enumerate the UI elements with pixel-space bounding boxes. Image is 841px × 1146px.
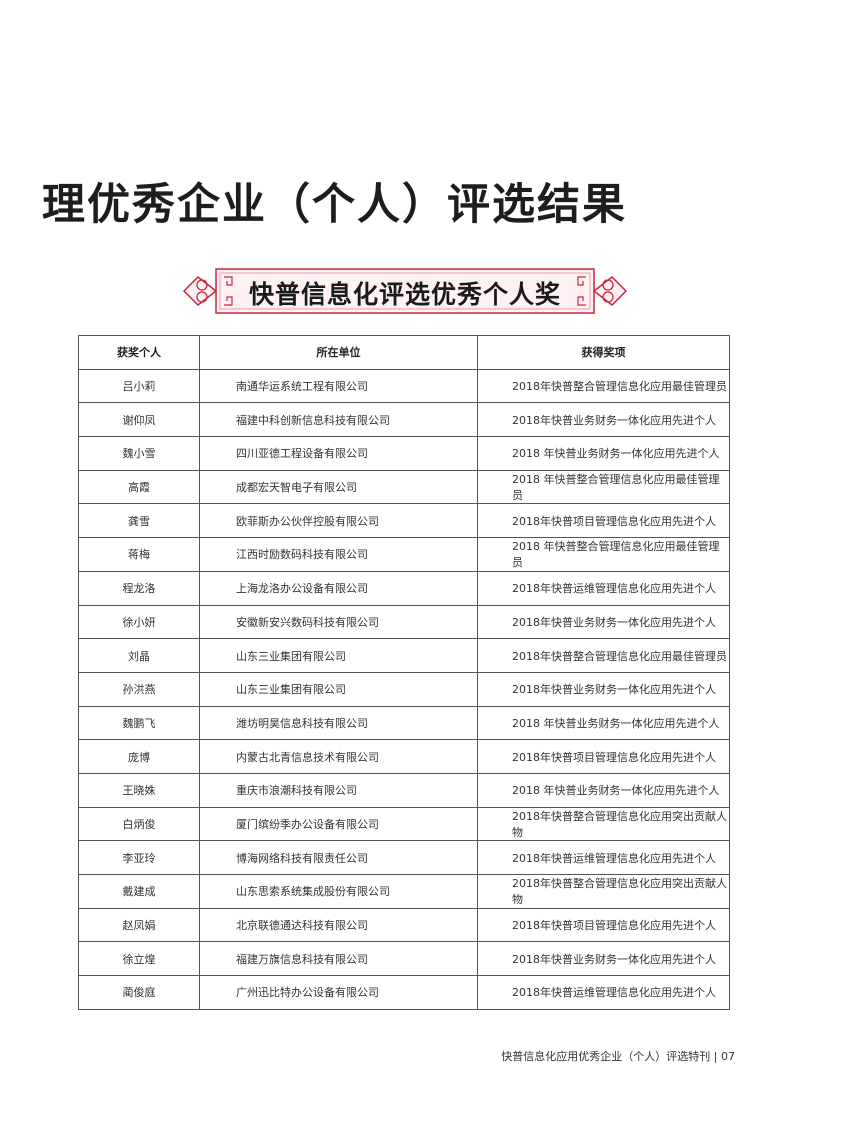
section-banner: 快普信息化评选优秀个人奖 <box>180 265 630 317</box>
winner-cell: 高霞 <box>78 469 200 505</box>
winner-cell: 徐小妍 <box>78 604 200 640</box>
winner-cell: 刘晶 <box>78 638 200 673</box>
award-cell: 2018 年快普业务财务一体化应用先进个人 <box>477 772 730 808</box>
winner-cell: 魏鹏飞 <box>78 705 200 741</box>
winner-cell: 李亚玲 <box>78 840 200 875</box>
table-row: 王晓姝 重庆市浪潮科技有限公司 2018 年快普业务财务一体化应用先进个人 <box>78 772 730 808</box>
company-cell: 广州迅比特办公设备有限公司 <box>199 975 478 1010</box>
award-cell: 2018 年快普业务财务一体化应用先进个人 <box>477 436 730 471</box>
table-row: 程龙洛 上海龙洛办公设备有限公司 2018年快普运维管理信息化应用先进个人 <box>78 570 730 606</box>
award-cell: 2018年快普业务财务一体化应用先进个人 <box>477 671 730 707</box>
winner-cell: 戴建成 <box>78 874 200 909</box>
award-cell: 2018年快普业务财务一体化应用先进个人 <box>477 941 730 977</box>
company-cell: 成都宏天智电子有限公司 <box>199 469 478 505</box>
table-row: 李亚玲 博海网络科技有限责任公司 2018年快普运维管理信息化应用先进个人 <box>78 840 730 875</box>
winner-cell: 龚雪 <box>78 503 200 539</box>
table-row: 白炳俊 厦门缤纷季办公设备有限公司 2018年快普整合管理信息化应用突出贡献人物 <box>78 806 730 842</box>
award-cell: 2018年快普项目管理信息化应用先进个人 <box>477 907 730 943</box>
table-row: 吕小莉 南通华运系统工程有限公司 2018年快普整合管理信息化应用最佳管理员 <box>78 368 730 404</box>
table-row: 魏鹏飞 潍坊明昊信息科技有限公司 2018 年快普业务财务一体化应用先进个人 <box>78 705 730 741</box>
winner-cell: 王晓姝 <box>78 772 200 808</box>
company-cell: 江西时励数码科技有限公司 <box>199 537 478 572</box>
table-row: 庞博 内蒙古北青信息技术有限公司 2018年快普项目管理信息化应用先进个人 <box>78 739 730 774</box>
table-row: 刘晶 山东三业集团有限公司 2018年快普整合管理信息化应用最佳管理员 <box>78 638 730 673</box>
award-cell: 2018年快普整合管理信息化应用最佳管理员 <box>477 368 730 404</box>
company-cell: 山东三业集团有限公司 <box>199 638 478 673</box>
winner-cell: 徐立煌 <box>78 941 200 977</box>
winner-cell: 吕小莉 <box>78 368 200 404</box>
header-company: 所在单位 <box>199 335 478 370</box>
company-cell: 内蒙古北青信息技术有限公司 <box>199 739 478 774</box>
award-cell: 2018年快普项目管理信息化应用先进个人 <box>477 503 730 539</box>
company-cell: 欧菲斯办公伙伴控股有限公司 <box>199 503 478 539</box>
company-cell: 安徽新安兴数码科技有限公司 <box>199 604 478 640</box>
winner-cell: 赵凤娟 <box>78 907 200 943</box>
award-cell: 2018 年快普整合管理信息化应用最佳管理员 <box>477 469 730 505</box>
company-cell: 厦门缤纷季办公设备有限公司 <box>199 806 478 842</box>
header-winner: 获奖个人 <box>78 335 200 370</box>
company-cell: 福建万旗信息科技有限公司 <box>199 941 478 977</box>
company-cell: 上海龙洛办公设备有限公司 <box>199 570 478 606</box>
award-cell: 2018 年快普整合管理信息化应用最佳管理员 <box>477 537 730 572</box>
company-cell: 山东三业集团有限公司 <box>199 671 478 707</box>
award-cell: 2018年快普业务财务一体化应用先进个人 <box>477 604 730 640</box>
banner-title: 快普信息化评选优秀个人奖 <box>248 280 561 309</box>
award-cell: 2018年快普业务财务一体化应用先进个人 <box>477 402 730 438</box>
company-cell: 山东思索系统集成股份有限公司 <box>199 874 478 909</box>
table-row: 赵凤娟 北京联德通达科技有限公司 2018年快普项目管理信息化应用先进个人 <box>78 907 730 943</box>
winner-cell: 蔺俊庭 <box>78 975 200 1010</box>
award-cell: 2018年快普运维管理信息化应用先进个人 <box>477 570 730 606</box>
table-row: 蔺俊庭 广州迅比特办公设备有限公司 2018年快普运维管理信息化应用先进个人 <box>78 975 730 1010</box>
award-cell: 2018 年快普业务财务一体化应用先进个人 <box>477 705 730 741</box>
company-cell: 福建中科创新信息科技有限公司 <box>199 402 478 438</box>
ornamental-frame-icon <box>182 268 628 314</box>
winner-cell: 程龙洛 <box>78 570 200 606</box>
table-row: 徐小妍 安徽新安兴数码科技有限公司 2018年快普业务财务一体化应用先进个人 <box>78 604 730 640</box>
table-row: 孙洪燕 山东三业集团有限公司 2018年快普业务财务一体化应用先进个人 <box>78 671 730 707</box>
award-cell: 2018年快普整合管理信息化应用突出贡献人物 <box>477 874 730 909</box>
table-row: 龚雪 欧菲斯办公伙伴控股有限公司 2018年快普项目管理信息化应用先进个人 <box>78 503 730 539</box>
company-cell: 博海网络科技有限责任公司 <box>199 840 478 875</box>
company-cell: 重庆市浪潮科技有限公司 <box>199 772 478 808</box>
award-cell: 2018年快普项目管理信息化应用先进个人 <box>477 739 730 774</box>
award-cell: 2018年快普运维管理信息化应用先进个人 <box>477 975 730 1010</box>
winner-cell: 庞博 <box>78 739 200 774</box>
winner-cell: 白炳俊 <box>78 806 200 842</box>
page-title: 理优秀企业（个人）评选结果 <box>42 180 627 230</box>
table-row: 魏小雪 四川亚德工程设备有限公司 2018 年快普业务财务一体化应用先进个人 <box>78 436 730 471</box>
winner-cell: 孙洪燕 <box>78 671 200 707</box>
table-row: 戴建成 山东思索系统集成股份有限公司 2018年快普整合管理信息化应用突出贡献人物 <box>78 874 730 909</box>
award-cell: 2018年快普整合管理信息化应用最佳管理员 <box>477 638 730 673</box>
company-cell: 北京联德通达科技有限公司 <box>199 907 478 943</box>
awards-table: 获奖个人 所在单位 获得奖项 吕小莉 南通华运系统工程有限公司 2018年快普整合管… <box>78 335 730 1010</box>
table-row: 徐立煌 福建万旗信息科技有限公司 2018年快普业务财务一体化应用先进个人 <box>78 941 730 977</box>
table-row: 高霞 成都宏天智电子有限公司 2018 年快普整合管理信息化应用最佳管理员 <box>78 469 730 505</box>
winner-cell: 魏小雪 <box>78 436 200 471</box>
award-cell: 2018年快普整合管理信息化应用突出贡献人物 <box>477 806 730 842</box>
company-cell: 四川亚德工程设备有限公司 <box>199 436 478 471</box>
winner-cell: 蒋梅 <box>78 537 200 572</box>
winner-cell: 谢仰凤 <box>78 402 200 438</box>
table-header-row: 获奖个人 所在单位 获得奖项 <box>78 335 730 370</box>
page-footer: 快普信息化应用优秀企业（个人）评选特刊 | 07 <box>501 1050 735 1063</box>
header-award: 获得奖项 <box>477 335 730 370</box>
award-cell: 2018年快普运维管理信息化应用先进个人 <box>477 840 730 875</box>
table-row: 谢仰凤 福建中科创新信息科技有限公司 2018年快普业务财务一体化应用先进个人 <box>78 402 730 438</box>
company-cell: 潍坊明昊信息科技有限公司 <box>199 705 478 741</box>
table-row: 蒋梅 江西时励数码科技有限公司 2018 年快普整合管理信息化应用最佳管理员 <box>78 537 730 572</box>
company-cell: 南通华运系统工程有限公司 <box>199 368 478 404</box>
